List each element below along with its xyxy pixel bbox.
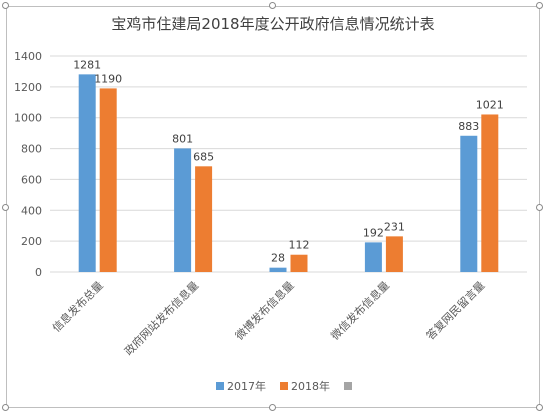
data-label: 1190 xyxy=(94,72,122,85)
legend-label: 2018年 xyxy=(291,379,330,393)
x-tick-label: 微信发布信息量 xyxy=(328,278,392,342)
y-tick-label: 400 xyxy=(21,204,42,217)
y-tick-label: 800 xyxy=(21,143,42,156)
bar-series-2[interactable] xyxy=(290,254,308,272)
resize-handle-middle-left[interactable] xyxy=(2,204,9,211)
y-tick-label: 0 xyxy=(35,266,42,279)
x-tick-label: 信息发布总量 xyxy=(49,278,106,335)
x-axis-ticks: 信息发布总量 政府网站发布信息量 微博发布信息量 微信发布信息量 答复网民留言量 xyxy=(49,278,487,358)
data-label: 883 xyxy=(458,120,479,133)
bar-series-1[interactable] xyxy=(78,74,96,272)
bar-series-2[interactable] xyxy=(481,114,499,272)
bar-series-1[interactable] xyxy=(269,267,287,272)
data-label: 801 xyxy=(172,132,193,145)
bars xyxy=(78,74,499,273)
bar-series-1[interactable] xyxy=(174,148,192,272)
y-tick-label: 600 xyxy=(21,173,42,186)
data-label: 1021 xyxy=(476,98,504,111)
bar-series-2[interactable] xyxy=(385,236,403,272)
x-tick-label: 答复网民留言量 xyxy=(423,278,487,342)
resize-handle-bottom-right[interactable] xyxy=(536,404,543,411)
gridlines xyxy=(50,55,527,273)
data-label: 685 xyxy=(193,150,214,163)
resize-handle-bottom-center[interactable] xyxy=(269,404,276,411)
bar-series-2[interactable] xyxy=(195,166,213,272)
legend-swatch[interactable] xyxy=(216,382,224,390)
resize-handle-bottom-left[interactable] xyxy=(2,404,9,411)
data-label: 112 xyxy=(289,239,310,252)
bar-series-1[interactable] xyxy=(364,242,382,272)
bar-series-1[interactable] xyxy=(460,135,478,272)
resize-handle-top-center[interactable] xyxy=(269,2,276,9)
resize-handle-middle-right[interactable] xyxy=(536,204,543,211)
y-tick-label: 1400 xyxy=(14,50,42,63)
legend: 2017年 2018年 xyxy=(216,379,352,393)
x-tick-label: 政府网站发布信息量 xyxy=(121,278,201,358)
y-axis-ticks: 0 200 400 600 800 1000 1200 1400 xyxy=(14,50,42,279)
resize-handle-top-left[interactable] xyxy=(2,2,9,9)
chart-title: 宝鸡市住建局2018年度公开政府信息情况统计表 xyxy=(111,15,434,33)
data-label: 28 xyxy=(271,252,285,265)
bar-series-2[interactable] xyxy=(99,88,117,273)
y-tick-label: 1000 xyxy=(14,112,42,125)
data-label: 192 xyxy=(363,226,384,239)
x-tick-label: 微博发布信息量 xyxy=(232,278,296,342)
legend-label: 2017年 xyxy=(227,379,266,393)
resize-handle-top-right[interactable] xyxy=(536,2,543,9)
legend-swatch[interactable] xyxy=(280,382,288,390)
y-tick-label: 200 xyxy=(21,235,42,248)
legend-swatch-extra[interactable] xyxy=(344,382,352,390)
data-label: 231 xyxy=(384,220,405,233)
y-tick-label: 1200 xyxy=(14,81,42,94)
data-label: 1281 xyxy=(73,58,101,71)
